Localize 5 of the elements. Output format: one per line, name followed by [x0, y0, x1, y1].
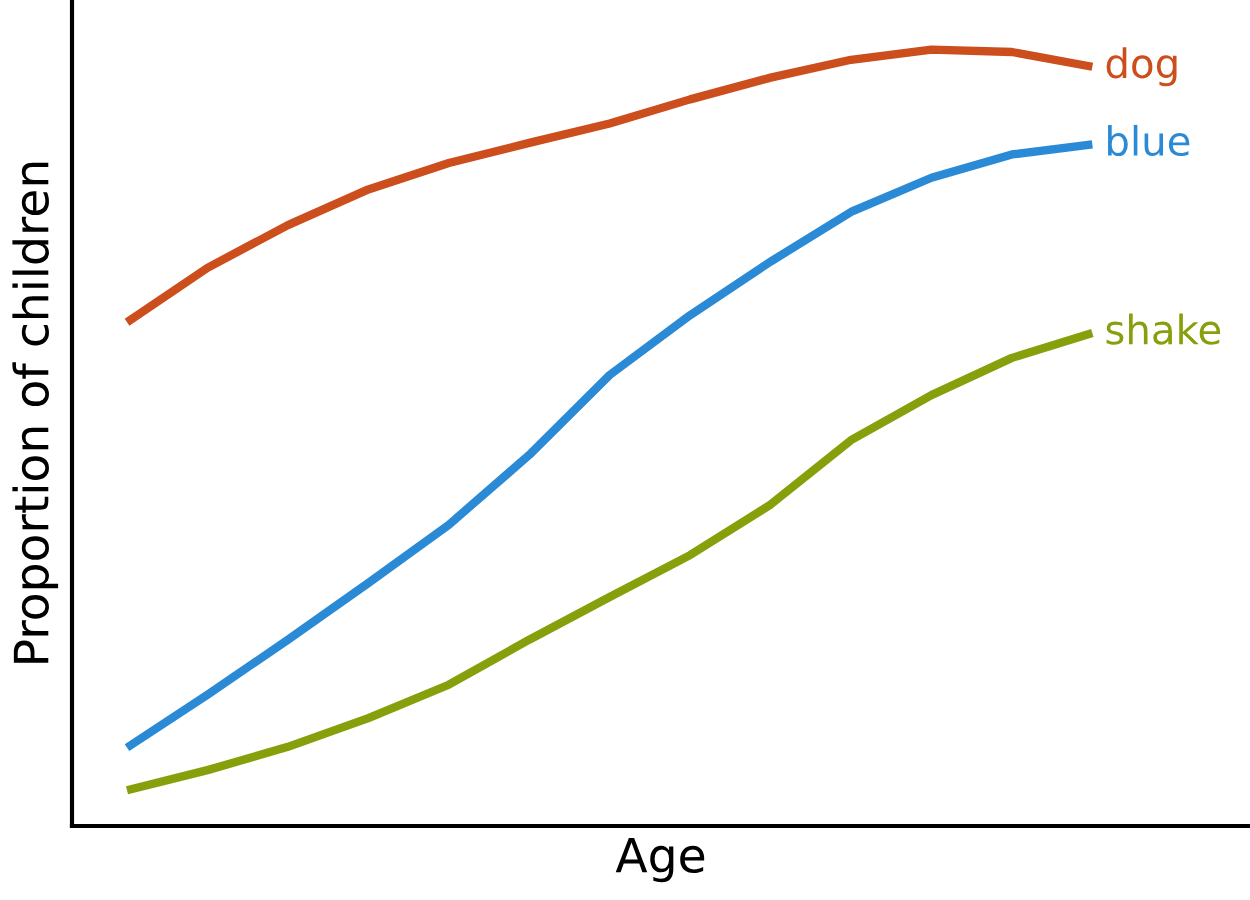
- series-label: blue: [1108, 124, 1190, 157]
- series-label: dog: [1106, 47, 1177, 87]
- x-axis-title: Age: [615, 837, 705, 883]
- series-label: shake: [1106, 313, 1221, 345]
- y-axis-title: Proportion of children: [12, 162, 59, 663]
